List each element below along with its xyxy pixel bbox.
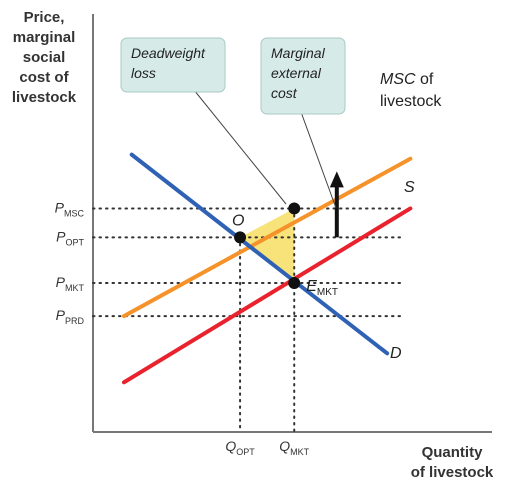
point-e xyxy=(288,276,301,289)
y-tick-label: PMSC xyxy=(55,199,85,218)
y-axis-label-line: Price, xyxy=(24,9,65,26)
curve-label-d: D xyxy=(390,345,402,362)
y-tick-label: PPRD xyxy=(56,307,85,326)
external-cost-arrowhead xyxy=(329,171,344,188)
point-msc_at_qmkt xyxy=(288,202,301,215)
curve-msc xyxy=(121,156,413,319)
curve-s xyxy=(121,206,413,385)
deadweight-loss-leader xyxy=(193,89,287,205)
marginal-external-cost-leader xyxy=(300,111,337,209)
y-axis-label-line: cost of xyxy=(19,69,69,86)
deadweight-loss-callout xyxy=(120,37,226,93)
y-tick-label: PMKT xyxy=(56,274,85,293)
deadweight-loss-area xyxy=(240,208,295,283)
curve-label-msc: MSC of xyxy=(380,71,434,88)
deadweight-loss-text: Deadweight xyxy=(131,45,206,61)
marginal-external-cost-text: external xyxy=(271,65,322,81)
marginal-external-cost-callout xyxy=(260,37,346,115)
point-o xyxy=(234,231,247,244)
x-tick-label: QMKT xyxy=(279,438,309,457)
y-axis-label-line: social xyxy=(23,49,66,66)
x-axis-label-line: of livestock xyxy=(411,464,494,481)
y-axis-label: Price, marginal social cost of livestock xyxy=(12,9,77,106)
deadweight-loss-text: loss xyxy=(131,65,156,81)
curve-d xyxy=(129,152,390,356)
marginal-external-cost-text: cost xyxy=(271,85,298,101)
y-tick-label: POPT xyxy=(56,228,84,247)
x-axis-label: Quantity of livestock xyxy=(411,444,494,481)
x-tick-label: QOPT xyxy=(225,438,255,457)
y-axis-label-line: marginal xyxy=(13,29,76,46)
point-label-e: EMKT xyxy=(306,278,338,298)
curve-label-msc-sub: livestock xyxy=(380,93,442,110)
y-axis-label-line: livestock xyxy=(12,89,77,106)
marginal-external-cost-text: Marginal xyxy=(271,45,326,61)
curve-label-s: S xyxy=(404,179,415,196)
point-label-o: O xyxy=(232,212,244,229)
x-axis-label-line: Quantity xyxy=(422,444,483,461)
